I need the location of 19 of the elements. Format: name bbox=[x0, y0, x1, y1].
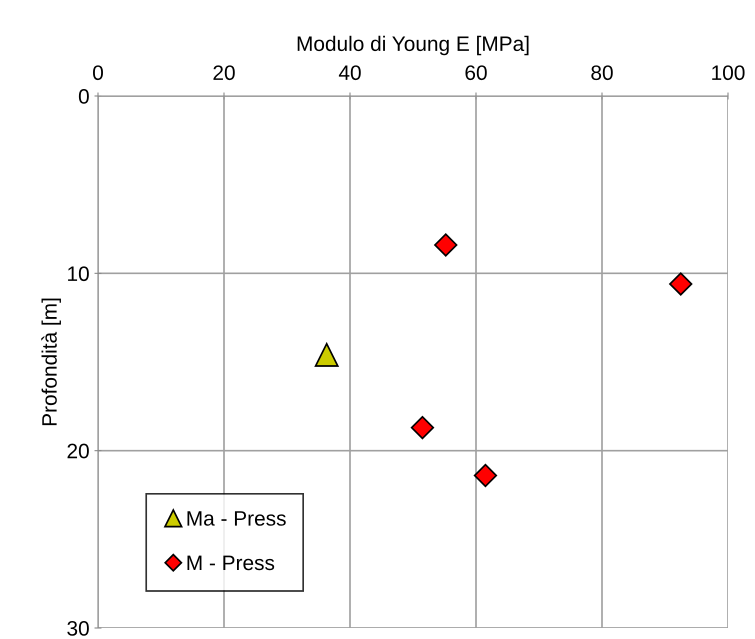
x-tick-label: 0 bbox=[93, 65, 103, 80]
point bbox=[434, 233, 458, 257]
x-tick-label: 100 bbox=[712, 65, 745, 80]
point bbox=[410, 416, 434, 440]
x-tick-label: 40 bbox=[338, 65, 361, 80]
legend-label: M - Press bbox=[188, 556, 274, 570]
point bbox=[314, 342, 339, 367]
y-tick-label: 20 bbox=[68, 444, 89, 458]
point bbox=[474, 464, 498, 488]
x-tick-label: 20 bbox=[213, 65, 235, 80]
y-tick-label: 0 bbox=[78, 89, 89, 104]
legend-label: Ma - Press bbox=[188, 511, 286, 526]
x-tick-label: 80 bbox=[591, 65, 613, 80]
y-tick-label: 30 bbox=[67, 621, 89, 636]
point bbox=[669, 272, 692, 296]
y-tick-label: 10 bbox=[68, 266, 89, 282]
y-axis-title: Profondità [m] bbox=[41, 298, 61, 426]
x-axis-title: Modulo di Young E [MPa] bbox=[298, 36, 529, 56]
x-tick-label: 60 bbox=[465, 65, 487, 80]
